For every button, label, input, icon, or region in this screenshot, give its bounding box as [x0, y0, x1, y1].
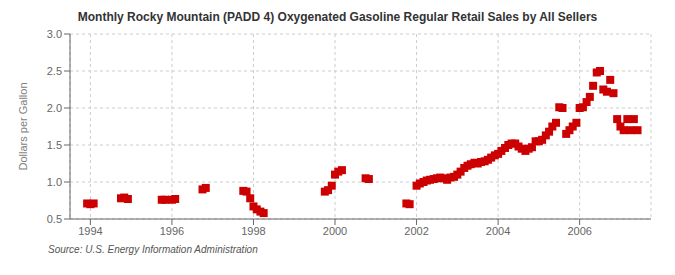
svg-text:2.0: 2.0 — [47, 102, 62, 114]
svg-text:3.0: 3.0 — [47, 28, 62, 40]
html-text:Monthly Rocky Mountain (PADD 4: Monthly Rocky Mountain (PADD 4) Oxygenat… — [77, 10, 598, 24]
svg-text:1.5: 1.5 — [47, 139, 62, 151]
svg-text:0.5: 0.5 — [47, 213, 62, 225]
svg-text:2000: 2000 — [323, 225, 347, 237]
html-text:Source: U.S. Energy Informatio: Source: U.S. Energy Information Administ… — [48, 244, 258, 255]
svg-text:1994: 1994 — [78, 225, 102, 237]
svg-text:1998: 1998 — [241, 225, 265, 237]
svg-text:Dollars per Gallon: Dollars per Gallon — [17, 82, 29, 170]
svg-text:2.5: 2.5 — [47, 65, 62, 77]
svg-text:1996: 1996 — [160, 225, 184, 237]
svg-text:1.0: 1.0 — [47, 176, 62, 188]
svg-text:2006: 2006 — [567, 225, 591, 237]
svg-text:2002: 2002 — [404, 225, 428, 237]
svg-text:2004: 2004 — [486, 225, 510, 237]
